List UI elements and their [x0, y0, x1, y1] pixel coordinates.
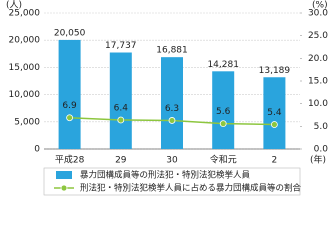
bar [263, 77, 286, 149]
y2-axis-unit: (%) [312, 1, 328, 11]
bar-value-label: 13,189 [259, 66, 291, 76]
y2-tick-label: 5.0 [314, 122, 329, 132]
line-point [168, 117, 176, 124]
bar [58, 39, 81, 149]
x-axis-unit: (年) [310, 154, 326, 166]
y2-tick-label: 10.0 [308, 99, 328, 109]
line-point [219, 120, 227, 128]
line-value-label: 6.3 [165, 104, 179, 114]
line-point [66, 114, 73, 122]
x-tick-label: 令和元 [210, 154, 237, 166]
x-tick-label: 平成28 [55, 154, 85, 166]
y-tick-label: 10,000 [9, 90, 41, 100]
x-tick-label: 30 [166, 156, 178, 166]
y-tick-label: 15,000 [9, 63, 41, 73]
y-tick-label: 25,000 [9, 9, 41, 19]
bar [161, 57, 183, 149]
y-tick-label: 0 [34, 145, 40, 155]
chart: (人) (%) (年) 0 5,000 10,000 15,000 20,000 25,0… [6, 0, 329, 196]
legend-label: 暴力団構成員等の刑法犯・特別法犯検挙人員 [80, 170, 251, 181]
line-value-label: 6.4 [114, 103, 129, 113]
line-value-label: 5.6 [216, 107, 231, 117]
y-axis-unit: (人) [6, 0, 22, 11]
bar-value-label: 14,281 [207, 60, 239, 70]
y2-tick-label: 15.0 [308, 77, 328, 87]
line-value-label: 5.4 [267, 108, 282, 118]
x-tick-label: 2 [272, 156, 278, 166]
bar [109, 52, 132, 149]
bar-value-label: 17,737 [105, 41, 137, 51]
y2-tick-label: 25.0 [308, 31, 328, 41]
bar [212, 71, 235, 149]
legend-box [43, 167, 301, 196]
y-tick-label: 5,000 [14, 117, 40, 127]
line-point [270, 121, 278, 128]
y2-tick-label: 30.0 [308, 9, 328, 19]
legend-swatch [56, 171, 72, 179]
x-tick-label: 29 [115, 156, 127, 166]
bar-value-label: 16,881 [156, 46, 188, 56]
y2-tick-label: 20.0 [308, 54, 328, 64]
y2-tick-label: 0.0 [314, 145, 329, 155]
line-value-label: 6.9 [62, 101, 77, 111]
legend-label: 刑法犯・特別法犯検挙人員に占める暴力団構成員等の割合 [80, 183, 302, 194]
line-point [117, 116, 125, 124]
y-tick-label: 20,000 [9, 36, 41, 46]
legend-swatch [60, 184, 68, 192]
bar-value-label: 20,050 [54, 28, 86, 38]
